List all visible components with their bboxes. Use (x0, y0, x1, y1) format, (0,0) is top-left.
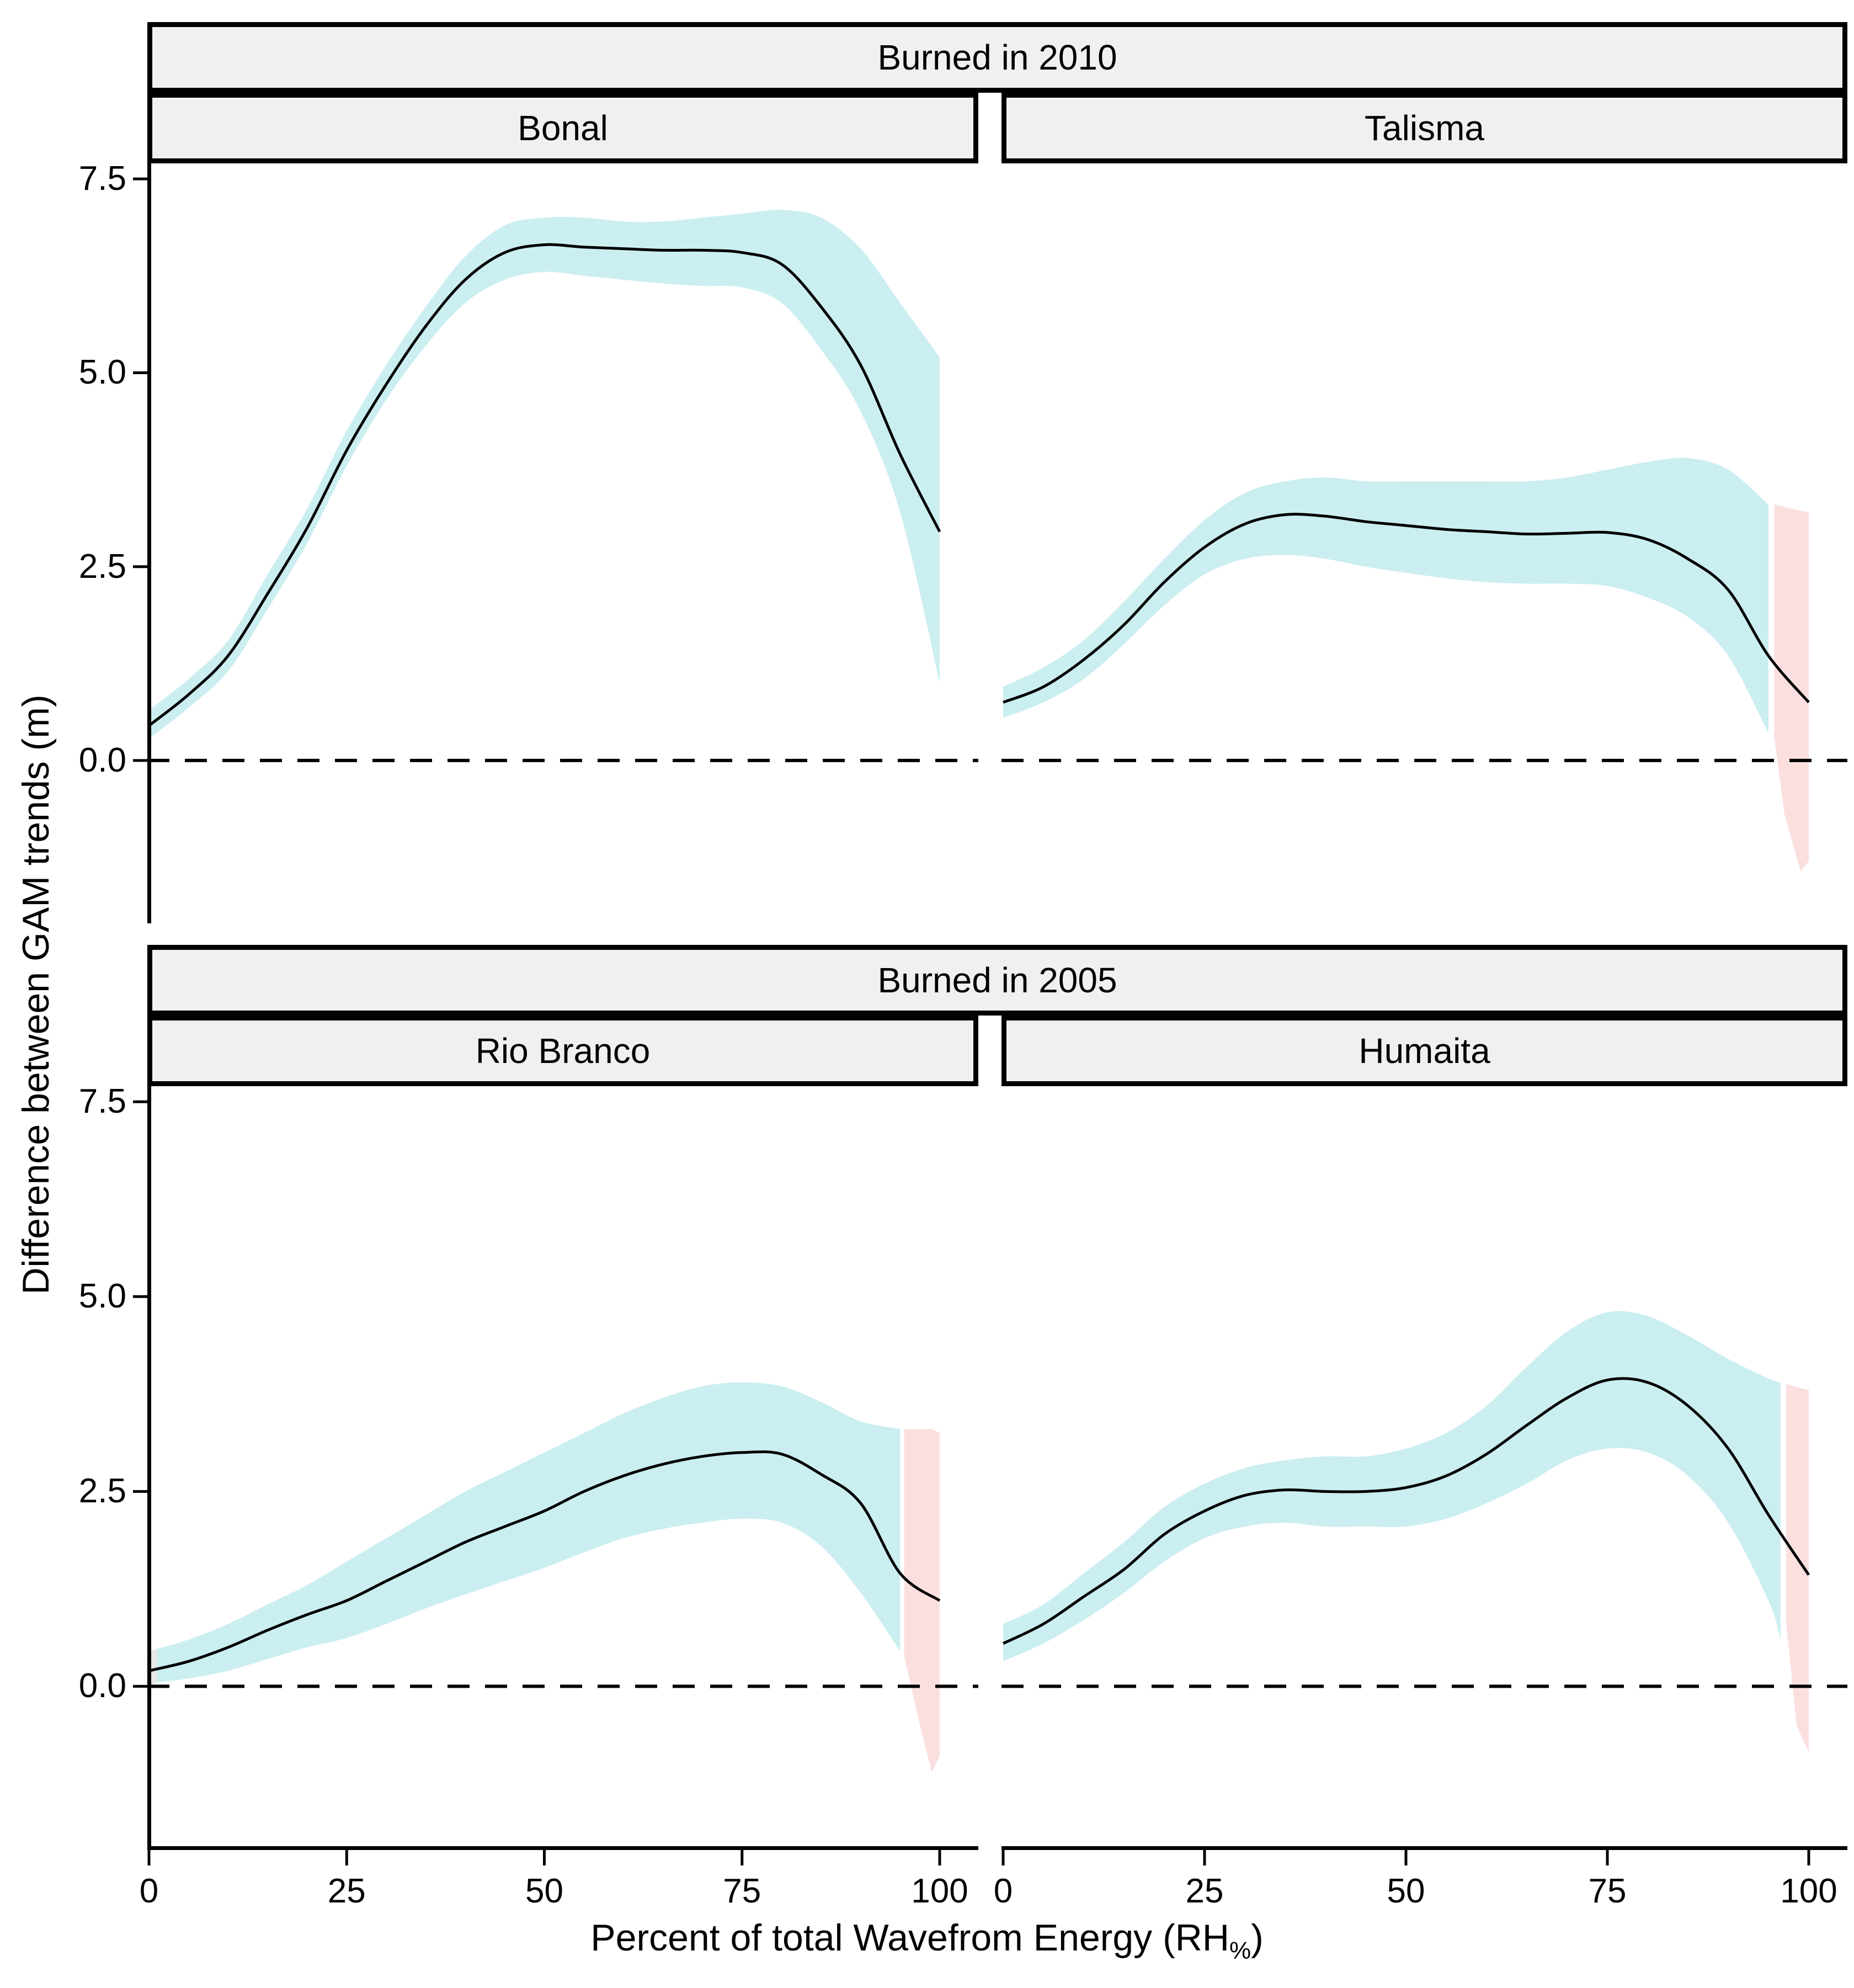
plot-panel-bonal (133, 163, 978, 923)
y-tick-label: 5.0 (78, 353, 126, 392)
ci-ribbon (1003, 1311, 1781, 1662)
ci-ribbon (1003, 458, 1768, 733)
y-tick-label: 7.5 (78, 160, 126, 198)
facet-strip-bonal: Bonal (147, 93, 978, 163)
ns-ribbon (904, 1429, 940, 1772)
facet-strip-label: Talisma (1365, 108, 1484, 148)
x-tick-label: 25 (327, 1872, 366, 1910)
x-axis-title-subscript: % (1229, 1937, 1251, 1964)
facet-strip-label: Burned in 2005 (877, 960, 1117, 1000)
facet-strip-label: Rio Branco (475, 1031, 651, 1071)
y-tick-label: 0.0 (78, 741, 126, 779)
gam-trend-line (1003, 513, 1810, 704)
x-tick-label: 75 (1588, 1872, 1627, 1910)
ns-ribbon (1786, 1384, 1809, 1753)
x-tick-label: 25 (1185, 1872, 1224, 1910)
panel-canvas-humaita (1001, 1311, 1847, 1865)
plot-panel-humaita (1001, 1086, 1847, 1865)
panel-canvas-bonal (133, 163, 978, 923)
ci-ribbon (157, 1382, 901, 1683)
x-tick-label: 100 (911, 1872, 968, 1910)
gam-trend-line (148, 1450, 941, 1672)
x-tick-label: 50 (1387, 1872, 1425, 1910)
facet-strip-humaita: Humaita (1001, 1016, 1847, 1086)
facet-strip-burned-2005: Burned in 2005 (147, 945, 1847, 1016)
facet-strip-label: Burned in 2010 (877, 38, 1117, 77)
ns-ribbon (1774, 504, 1809, 871)
x-tick-label: 0 (993, 1872, 1013, 1910)
facet-strip-talisma: Talisma (1001, 93, 1847, 163)
y-tick-label: 0.0 (78, 1667, 126, 1705)
x-tick-label: 50 (525, 1872, 563, 1910)
x-axis-title: Percent of total Wavefrom Energy (RH%) (0, 1916, 1854, 1963)
x-tick-label: 75 (723, 1872, 761, 1910)
y-tick-label: 2.5 (78, 547, 126, 586)
facet-strip-label: Bonal (518, 108, 608, 148)
panel-canvas-talisma (1001, 458, 1847, 871)
facet-strip-burned-2010: Burned in 2010 (147, 22, 1847, 93)
facet-strip-rio-branco: Rio Branco (147, 1016, 978, 1086)
y-tick-label: 2.5 (78, 1472, 126, 1511)
x-tick-label: 0 (139, 1872, 159, 1910)
x-tick-label: 100 (1780, 1872, 1837, 1910)
plot-panel-rio-branco (133, 1086, 978, 1865)
x-axis-title-suffix: ) (1251, 1917, 1264, 1959)
facet-strip-label: Humaita (1358, 1031, 1490, 1071)
gam-trend-line (148, 243, 941, 727)
y-tick-label: 5.0 (78, 1277, 126, 1316)
plot-panel-talisma (1001, 163, 1847, 923)
panel-canvas-rio-branco (133, 1086, 978, 1865)
y-tick-label: 7.5 (78, 1082, 126, 1121)
ci-ribbon (149, 210, 940, 739)
gam-trend-line (1002, 1377, 1810, 1645)
y-axis-title: Difference between GAM trends (m) (15, 694, 57, 1295)
x-axis-title-text: Percent of total Wavefrom Energy (RH (590, 1917, 1229, 1959)
